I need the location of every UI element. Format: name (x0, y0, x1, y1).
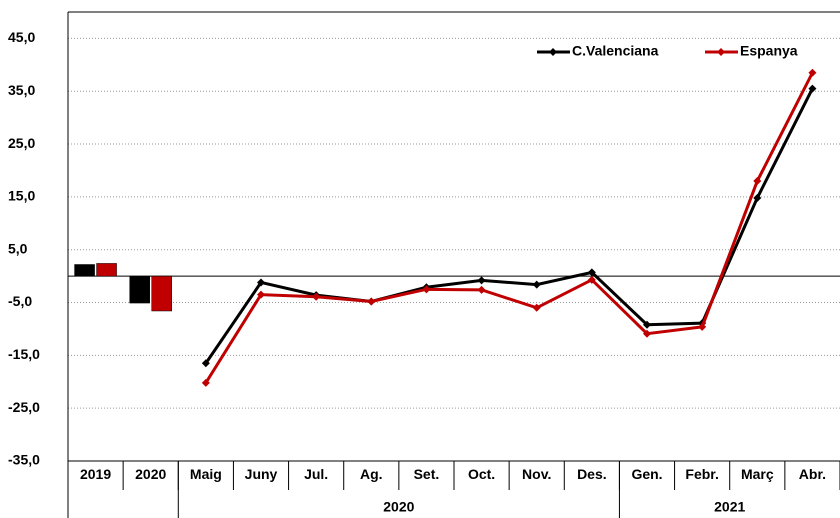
x-tick-label: 2019 (80, 466, 111, 482)
marker (587, 268, 596, 277)
bar (129, 275, 150, 304)
y-tick-label: -5,0 (8, 293, 32, 309)
y-tick-label: 15,0 (8, 188, 35, 204)
y-tick-label: -15,0 (8, 346, 40, 362)
x-tick-label: Gen. (631, 466, 662, 482)
marker (643, 320, 651, 329)
marker (257, 290, 265, 299)
marker (201, 378, 210, 387)
bar (96, 263, 117, 277)
y-tick-label: 35,0 (8, 82, 35, 98)
x-tick-label: Nov. (522, 466, 551, 482)
y-tick-label: -35,0 (8, 452, 40, 468)
x-tick-label: Oct. (468, 466, 495, 482)
marker (367, 297, 376, 306)
marker (312, 292, 321, 301)
x-tick-label: Maig (190, 466, 222, 482)
legend-label: Espanya (740, 43, 798, 59)
marker (477, 276, 486, 285)
marker (753, 177, 762, 186)
y-tick-label: 45,0 (8, 29, 35, 45)
x-tick-label: Ag. (360, 466, 383, 482)
bar (74, 264, 95, 277)
y-tick-label: 5,0 (8, 240, 28, 256)
x-tick-label: Juny (245, 466, 278, 482)
x-tick-label: 2020 (135, 466, 166, 482)
marker (808, 84, 817, 93)
group-label: 2021 (714, 499, 745, 515)
series-line (204, 72, 814, 384)
group-label: 2020 (383, 499, 414, 515)
x-tick-label: Des. (577, 466, 607, 482)
marker (698, 322, 707, 331)
marker (477, 285, 486, 294)
legend-marker (717, 48, 725, 56)
series-line (204, 87, 814, 365)
marker (753, 193, 762, 202)
legend-marker (549, 48, 557, 56)
x-tick-label: Set. (414, 466, 440, 482)
x-tick-label: Febr. (685, 466, 718, 482)
marker (257, 278, 265, 287)
y-tick-label: -25,0 (8, 399, 40, 415)
marker (422, 285, 431, 294)
legend-label: C.Valenciana (572, 43, 659, 59)
marker (532, 280, 541, 289)
x-tick-label: Març (741, 466, 774, 482)
marker (201, 359, 210, 368)
bar (151, 275, 172, 312)
marker (587, 275, 596, 284)
marker (643, 329, 651, 338)
x-tick-label: Jul. (304, 466, 328, 482)
x-tick-label: Abr. (799, 466, 826, 482)
y-tick-label: 25,0 (8, 135, 35, 151)
marker (532, 303, 541, 312)
marker (808, 68, 817, 77)
